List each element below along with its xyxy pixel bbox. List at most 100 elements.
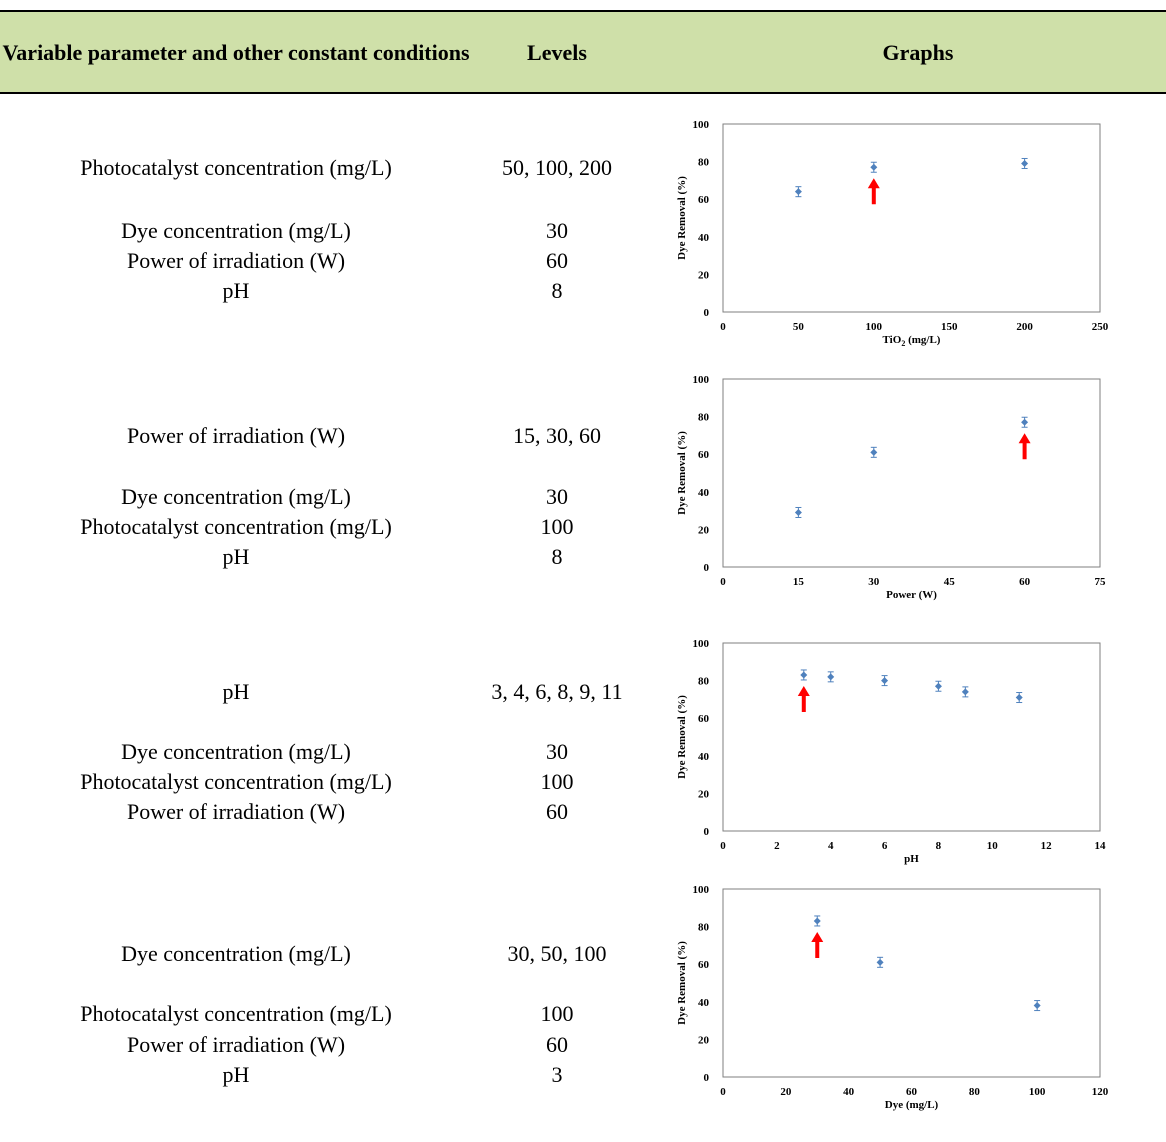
row3-constant-2: Photocatalyst concentration (mg/L) <box>80 769 392 794</box>
row2-constant-1: Dye concentration (mg/L) <box>121 484 351 509</box>
x-tick-label: 4 <box>828 840 834 852</box>
row1-variable: Photocatalyst concentration (mg/L) <box>80 155 392 180</box>
data-point <box>813 915 821 927</box>
data-point <box>1033 1000 1041 1012</box>
y-tick-label: 40 <box>698 232 710 244</box>
y-tick-label: 0 <box>704 562 710 574</box>
x-tick-label: 20 <box>780 1086 792 1098</box>
y-axis-label: Dye Removal (%) <box>676 695 688 779</box>
x-tick-label: 10 <box>987 840 999 852</box>
x-axis-label: Dye (mg/L) <box>885 1099 939 1111</box>
row4-constant-1: Photocatalyst concentration (mg/L) <box>80 1001 392 1026</box>
plot-area <box>722 378 1101 568</box>
y-tick-label: 60 <box>698 959 710 971</box>
y-tick-label: 0 <box>704 307 710 319</box>
x-tick-label: 200 <box>1016 321 1033 333</box>
y-axis-label: Dye Removal (%) <box>676 176 688 260</box>
x-tick-label: 40 <box>843 1086 855 1098</box>
data-point <box>1015 692 1023 704</box>
data-point <box>1021 416 1029 428</box>
row2-constant-3-value: 8 <box>551 544 563 569</box>
data-point <box>961 686 969 698</box>
y-tick-label: 20 <box>698 1034 710 1046</box>
x-tick-label: 75 <box>1095 576 1107 588</box>
row4-variable: Dye concentration (mg/L) <box>121 941 351 966</box>
data-point <box>800 669 808 681</box>
x-tick-label: 0 <box>720 1086 726 1098</box>
x-tick-label: 150 <box>941 321 958 333</box>
y-tick-label: 0 <box>704 1072 710 1084</box>
row4-constant-2-value: 60 <box>546 1032 568 1057</box>
y-tick-label: 40 <box>698 997 710 1009</box>
x-tick-label: 14 <box>1095 840 1107 852</box>
row4-constant-1-value: 100 <box>540 1001 574 1026</box>
y-tick-label: 80 <box>698 412 710 424</box>
data-point <box>794 506 802 518</box>
header-variable-parameter: Variable parameter and other constant co… <box>2 39 470 65</box>
x-axis-label: Power (W) <box>886 589 937 601</box>
top-rule <box>0 10 1166 12</box>
y-tick-label: 100 <box>693 638 710 650</box>
row1-constant-3: pH <box>222 278 250 303</box>
y-tick-label: 60 <box>698 449 710 461</box>
row1-levels: 50, 100, 200 <box>502 155 612 180</box>
y-tick-label: 0 <box>704 826 710 838</box>
x-axis-label: pH <box>904 853 919 865</box>
y-tick-label: 20 <box>698 524 710 536</box>
x-tick-label: 80 <box>969 1086 981 1098</box>
table-header <box>0 12 1166 92</box>
plot-area <box>722 642 1101 832</box>
data-point <box>870 446 878 458</box>
y-tick-label: 100 <box>693 119 710 131</box>
plot-area <box>722 123 1101 313</box>
x-tick-label: 6 <box>882 840 888 852</box>
y-tick-label: 40 <box>698 751 710 763</box>
y-tick-label: 20 <box>698 788 710 800</box>
y-tick-label: 60 <box>698 713 710 725</box>
x-tick-label: 0 <box>720 321 726 333</box>
y-axis-label: Dye Removal (%) <box>676 941 688 1025</box>
y-axis-label: Dye Removal (%) <box>676 431 688 515</box>
row4-constant-2: Power of irradiation (W) <box>126 1032 346 1057</box>
chart-ph: 0 20 40 60 80 100 0 2 4 6 8 10 12 14 Dye Removal (%) pH <box>676 638 1107 865</box>
x-tick-label: 8 <box>936 840 942 852</box>
y-tick-label: 40 <box>698 487 710 499</box>
row3-constant-3-value: 60 <box>546 799 568 824</box>
chart-dye: 0 20 40 60 80 100 0 20 40 60 80 100 120 Dye Removal (… <box>676 884 1109 1111</box>
x-axis-label: TiO2 (mg/L) <box>883 334 941 348</box>
data-point <box>881 675 889 687</box>
x-tick-label: 100 <box>866 321 883 333</box>
header-graphs: Graphs <box>882 39 954 65</box>
y-tick-label: 80 <box>698 676 710 688</box>
plot-area <box>722 888 1101 1078</box>
row2-constant-2: Photocatalyst concentration (mg/L) <box>80 514 392 539</box>
row2-constant-3: pH <box>222 544 250 569</box>
row4-constant-3-value: 3 <box>551 1062 563 1087</box>
row1-constant-1-value: 30 <box>546 218 568 243</box>
row1-constant-1: Dye concentration (mg/L) <box>121 218 351 243</box>
chart-tio2: 0 20 40 60 80 100 0 50 100 150 200 250 Dye Removal (… <box>676 119 1109 348</box>
header-levels: Levels <box>527 39 587 65</box>
row4-levels: 30, 50, 100 <box>507 941 607 966</box>
row1-constant-2: Power of irradiation (W) <box>126 248 346 273</box>
data-point <box>934 680 942 692</box>
y-tick-label: 80 <box>698 157 710 169</box>
row2-levels: 15, 30, 60 <box>513 423 601 448</box>
y-tick-label: 100 <box>693 884 710 896</box>
x-tick-label: 45 <box>944 576 956 588</box>
header-rule <box>0 92 1166 94</box>
x-tick-label: 60 <box>1019 576 1031 588</box>
row3-constant-3: Power of irradiation (W) <box>126 799 346 824</box>
row3-levels: 3, 4, 6, 8, 9, 11 <box>491 679 623 704</box>
x-tick-label: 0 <box>720 576 726 588</box>
x-tick-label: 250 <box>1092 321 1109 333</box>
x-tick-label: 100 <box>1029 1086 1046 1098</box>
row2-constant-2-value: 100 <box>540 514 574 539</box>
optimum-arrow-icon <box>811 931 824 958</box>
data-point <box>794 186 802 198</box>
x-tick-label: 12 <box>1041 840 1053 852</box>
row2-variable: Power of irradiation (W) <box>126 423 346 448</box>
y-tick-label: 60 <box>698 194 710 206</box>
x-tick-label: 0 <box>720 840 726 852</box>
x-tick-label: 2 <box>774 840 780 852</box>
